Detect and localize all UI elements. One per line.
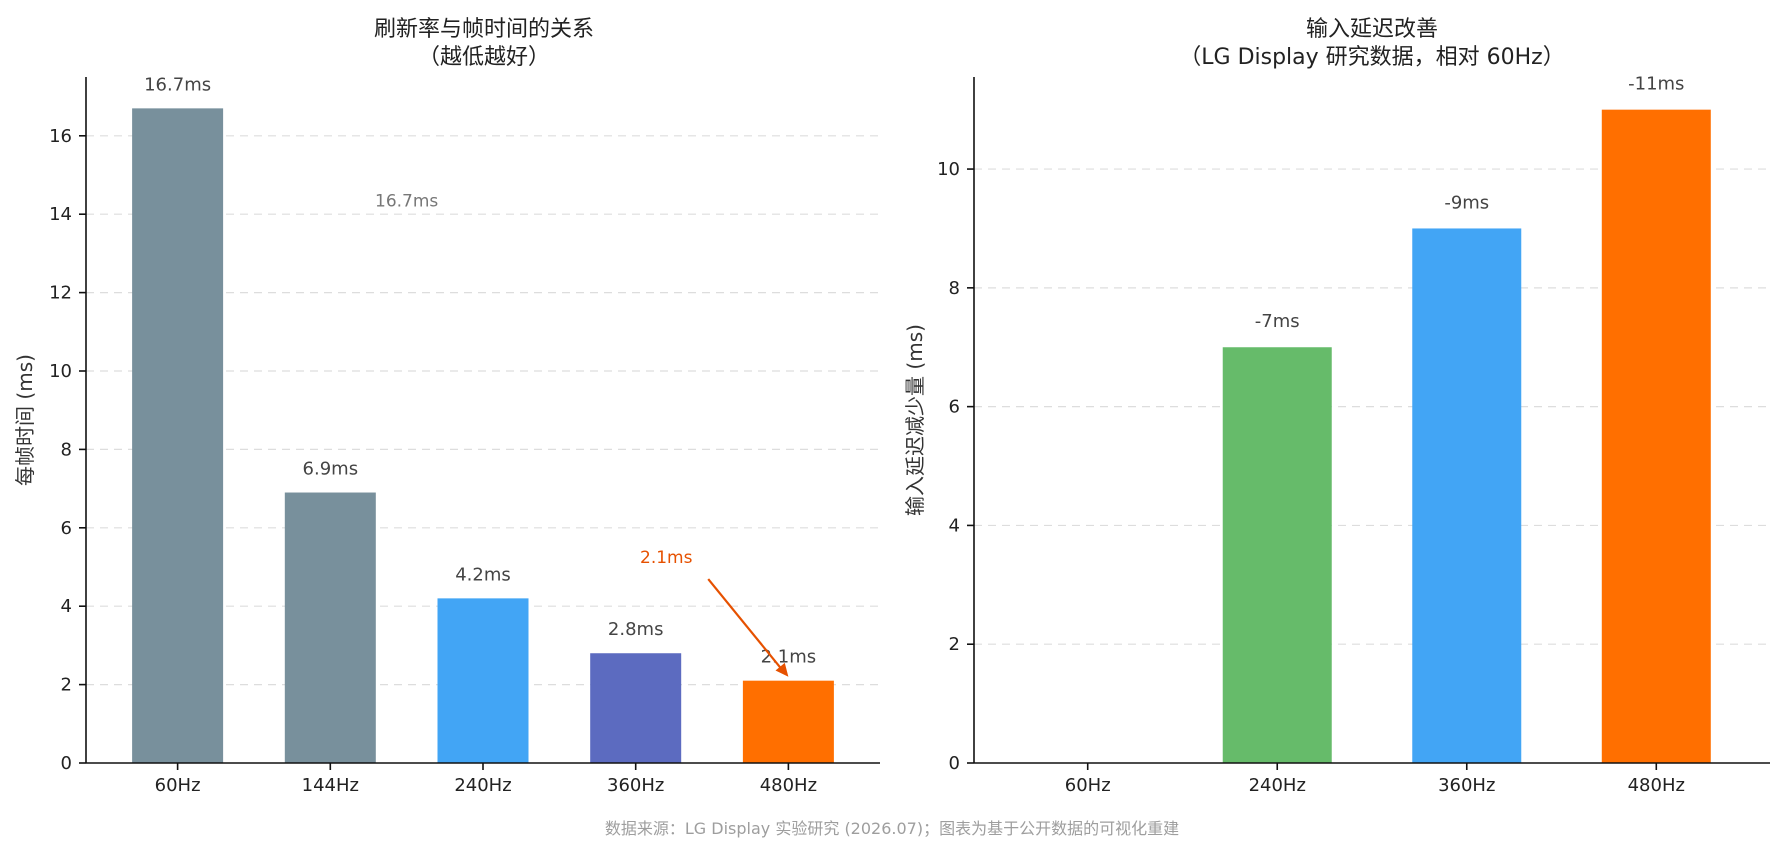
annotation-arrow-line [707, 578, 787, 675]
y-tick-label: 4 [949, 515, 960, 536]
y-tick-label: 10 [937, 159, 960, 180]
bar-value-label: -7ms [1255, 311, 1300, 332]
y-tick-label: 6 [61, 518, 72, 539]
bar-value-label: 16.7ms [144, 74, 211, 95]
chart-title-line-1: 刷新率与帧时间的关系 [374, 17, 594, 42]
bar-value-label: -11ms [1628, 74, 1684, 95]
y-tick-label: 14 [49, 204, 72, 225]
y-tick-label: 8 [949, 278, 960, 299]
y-tick-label: 12 [49, 283, 72, 304]
bar-value-label: 6.9ms [303, 459, 359, 480]
bar-60Hz [132, 108, 224, 764]
x-tick-label: 240Hz [454, 775, 511, 796]
bar-value-label: 2.8ms [608, 619, 664, 640]
source-note: 数据来源：LG Display 实验研究 (2026.07)；图表为基于公开数据… [605, 819, 1179, 838]
chart-title-line-2: （LG Display 研究数据，相对 60Hz） [1179, 45, 1564, 70]
bar-240Hz [437, 598, 529, 763]
x-tick-label: 360Hz [1438, 775, 1495, 796]
bar-value-label: -9ms [1444, 192, 1489, 213]
bar-value-label: 2.1ms [761, 647, 817, 668]
bar-360Hz [1412, 228, 1522, 764]
chart-panel-2: 输入延迟改善 （LG Display 研究数据，相对 60Hz） 0 2 4 6 8 10 输入… [903, 17, 1770, 796]
bar-360Hz [590, 653, 682, 763]
y-tick-label: 2 [61, 675, 72, 696]
bar-144Hz [284, 492, 376, 763]
chart-panel-1: 刷新率与帧时间的关系 （越低越好） 0 2 4 6 8 10 12 14 16 每帧时间 (ms) 16… [13, 17, 880, 796]
chart-title-line-2: （越低越好） [418, 45, 550, 70]
annotation-2: 2.1ms [640, 548, 693, 568]
y-tick-label: 8 [61, 439, 72, 460]
bar-480Hz [1601, 109, 1711, 763]
bar-480Hz [742, 680, 834, 763]
y-tick-label: 2 [949, 634, 960, 655]
y-tick-label: 0 [949, 753, 960, 774]
y-tick-label: 16 [49, 126, 72, 147]
y-tick-label: 4 [61, 596, 72, 617]
x-tick-label: 480Hz [1628, 775, 1685, 796]
y-tick-label: 0 [61, 753, 72, 774]
y-axis-label: 每帧时间 (ms) [13, 354, 37, 486]
y-axis-label: 输入延迟减少量 (ms) [903, 324, 927, 516]
chart-title-line-1: 输入延迟改善 [1306, 17, 1438, 42]
x-tick-label: 360Hz [607, 775, 664, 796]
y-tick-label: 10 [49, 361, 72, 382]
bar-240Hz [1222, 347, 1332, 763]
annotation-arrow-head [775, 662, 789, 677]
annotation-1: 16.7ms [375, 191, 438, 211]
bar-value-label: 4.2ms [455, 564, 511, 585]
y-tick-label: 6 [949, 397, 960, 418]
x-tick-label: 60Hz [1065, 775, 1111, 796]
x-tick-label: 144Hz [302, 775, 359, 796]
x-tick-label: 480Hz [760, 775, 817, 796]
x-tick-label: 240Hz [1249, 775, 1306, 796]
x-tick-label: 60Hz [155, 775, 201, 796]
